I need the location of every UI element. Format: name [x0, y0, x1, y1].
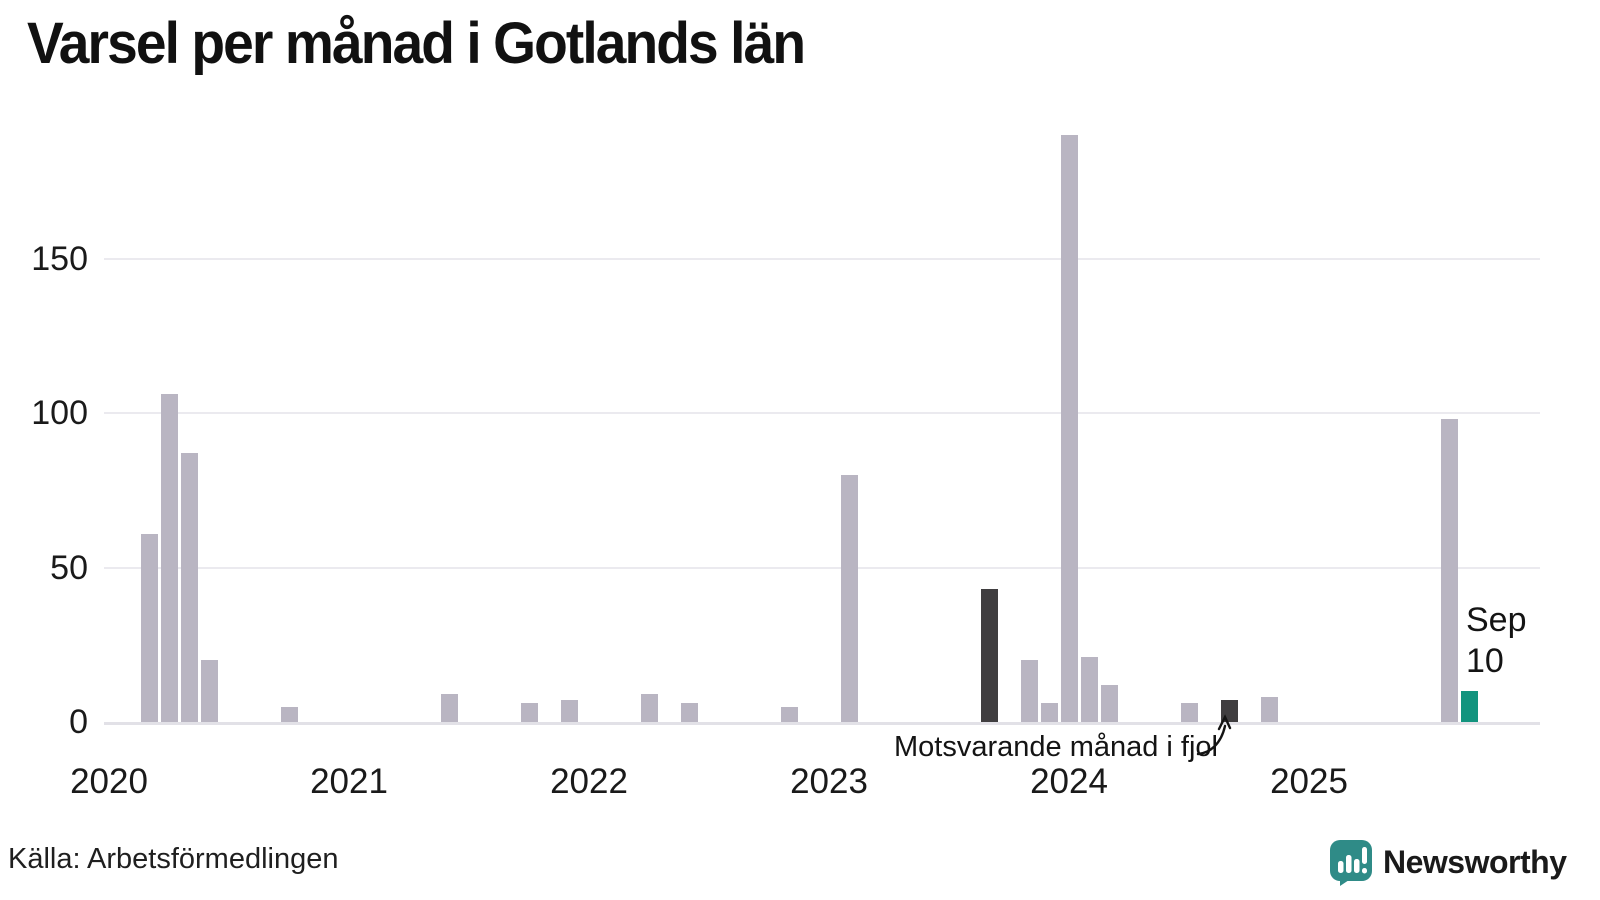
annotation-arrow-icon	[1196, 714, 1232, 756]
y-axis-tick-label: 0	[69, 703, 88, 741]
x-axis-tick-label: 2023	[790, 762, 868, 801]
bar	[280, 707, 298, 722]
bar	[160, 394, 178, 722]
bar	[640, 694, 658, 722]
y-axis-tick-label: 50	[50, 548, 88, 587]
y-axis-tick-label: 100	[31, 394, 88, 432]
bar	[840, 475, 858, 722]
newsworthy-wordmark: Newsworthy	[1383, 843, 1567, 880]
bar	[1180, 703, 1198, 722]
latest-bar-month: Sep	[1466, 601, 1527, 639]
bar	[560, 700, 578, 722]
source-label: Källa: Arbetsförmedlingen	[8, 843, 339, 875]
y-axis-tick-label: 150	[31, 239, 88, 278]
bar	[1440, 419, 1458, 722]
bar	[1080, 657, 1098, 722]
bar	[200, 660, 218, 722]
newsworthy-bubble-icon	[1330, 840, 1372, 886]
x-axis-tick-label: 2021	[310, 762, 388, 801]
latest-bar-label: Sep 10	[1466, 600, 1527, 682]
x-axis-line	[104, 722, 1540, 725]
gridline	[104, 412, 1540, 414]
newsworthy-logo: Newsworthy	[1328, 838, 1567, 886]
bar	[780, 707, 798, 722]
gridline	[104, 566, 1540, 569]
x-axis-tick-label: 2024	[1030, 762, 1108, 801]
x-axis-tick-label: 2022	[550, 762, 628, 801]
annotation-label: Motsvarande månad i fjol	[894, 731, 1218, 763]
bar	[440, 694, 458, 722]
bar	[140, 534, 158, 722]
chart-title: Varsel per månad i Gotlands län	[27, 11, 806, 76]
bar	[1260, 697, 1278, 722]
bar	[1060, 135, 1078, 722]
bar	[1460, 691, 1478, 722]
gridline	[104, 257, 1540, 260]
x-axis-tick-label: 2025	[1270, 762, 1348, 801]
x-axis-tick-label: 2020	[70, 762, 148, 801]
latest-bar-value: 10	[1466, 642, 1504, 680]
bar	[1040, 703, 1058, 722]
bar	[1020, 660, 1038, 722]
bar	[980, 589, 998, 722]
bar	[520, 703, 538, 722]
bar	[180, 453, 198, 722]
bar	[1100, 685, 1118, 722]
bar	[680, 703, 698, 722]
